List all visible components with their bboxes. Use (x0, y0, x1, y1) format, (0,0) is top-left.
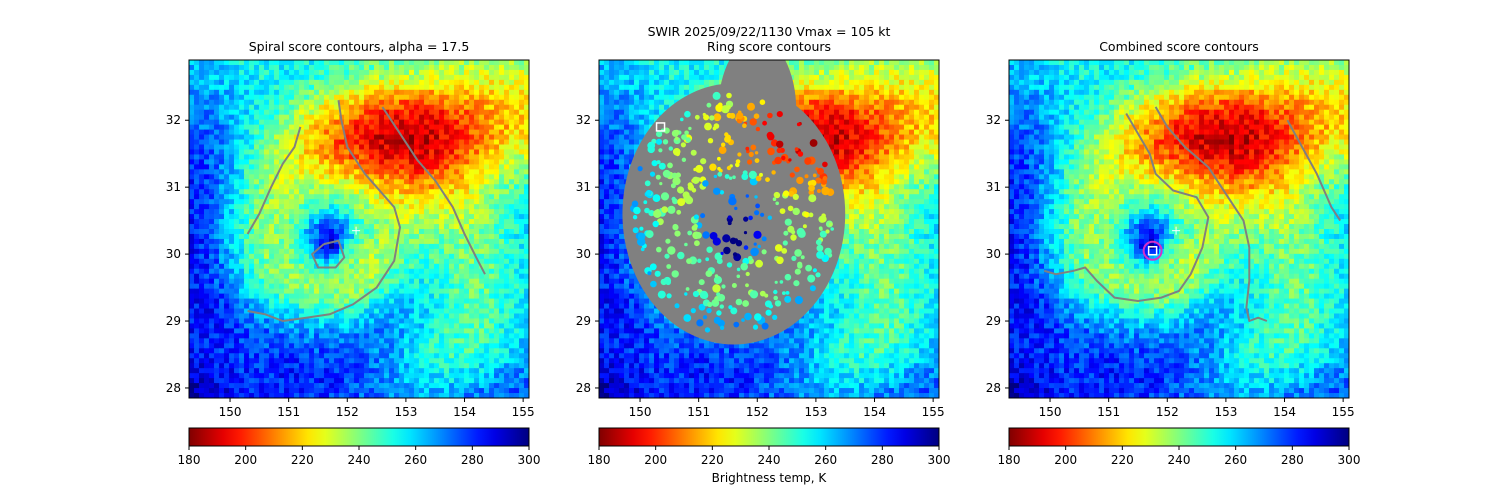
x-tick-label: 153 (804, 405, 827, 419)
x-tick-label: 152 (336, 405, 359, 419)
figure-suptitle: SWIR 2025/09/22/1130 Vmax = 105 kt (648, 24, 891, 39)
colorbar-tick-label: 220 (701, 453, 724, 467)
y-tick-label: 32 (986, 113, 1001, 127)
center-circle-marker (1142, 240, 1163, 261)
colorbar-tick-label: 200 (234, 453, 257, 467)
colorbar-tick-label: 180 (588, 453, 611, 467)
y-tick-label: 32 (166, 113, 181, 127)
y-tick-label: 29 (166, 314, 181, 328)
center-plus-marker (1172, 226, 1181, 235)
center-plus-marker (352, 226, 361, 235)
colorbar-tick-label: 240 (758, 453, 781, 467)
colorbar-tick-label: 300 (518, 453, 541, 467)
y-tick-label: 29 (986, 314, 1001, 328)
axes-title: Combined score contours (1099, 39, 1259, 54)
x-tick-label: 152 (746, 405, 769, 419)
score-contour (381, 106, 486, 275)
ring-score-region (622, 60, 846, 345)
y-tick-label: 31 (166, 180, 181, 194)
y-tick-label: 28 (166, 381, 181, 395)
x-tick-label: 151 (687, 405, 710, 419)
x-tick-label: 152 (1156, 405, 1179, 419)
panels: Spiral score contours, alpha = 17.5 150 15… (166, 39, 1361, 485)
colorbar-tick-label: 260 (814, 453, 837, 467)
score-contour (247, 100, 401, 322)
score-contour (1043, 112, 1210, 302)
colorbar-tick-label: 200 (1054, 453, 1077, 467)
colorbar-gradient (1008, 427, 1350, 447)
colorbar: 180 200 220 240 260 280 300 (178, 427, 541, 467)
x-tick-label: 150 (629, 405, 652, 419)
axes-title: Ring score contours (707, 39, 831, 54)
y-tick-label: 28 (986, 381, 1001, 395)
colorbar-tick-label: 240 (348, 453, 371, 467)
x-tick-label: 154 (453, 405, 476, 419)
x-tick-label: 155 (1332, 405, 1355, 419)
colorbar-tick-label: 260 (1224, 453, 1247, 467)
y-tick-label: 31 (986, 180, 1001, 194)
y-tick-label: 30 (576, 247, 591, 261)
colorbar-tick-label: 220 (1111, 453, 1134, 467)
y-tick-label: 30 (166, 247, 181, 261)
colorbar-tick-label: 280 (871, 453, 894, 467)
x-tick-label: 155 (922, 405, 945, 419)
x-tick-label: 154 (1273, 405, 1296, 419)
score-contour (1154, 106, 1268, 322)
score-contour (246, 126, 302, 235)
x-tick-label: 154 (863, 405, 886, 419)
x-tick-label: 151 (277, 405, 300, 419)
axes-title: Spiral score contours, alpha = 17.5 (249, 39, 470, 54)
colorbar-tick-label: 300 (928, 453, 951, 467)
score-contour (311, 239, 346, 269)
colorbar-tick-label: 280 (1281, 453, 1304, 467)
colorbar-tick-label: 180 (178, 453, 201, 467)
x-tick-label: 151 (1097, 405, 1120, 419)
colorbar-gradient (598, 427, 940, 447)
panel-3: Combined score contours 150 151 152 153 154 15… (986, 39, 1361, 467)
y-tick-label: 29 (576, 314, 591, 328)
brightness-heatmap (1009, 60, 1349, 398)
center-square-marker (1147, 246, 1158, 256)
colorbar-label: Brightness temp, K (712, 471, 828, 485)
brightness-heatmap (189, 60, 529, 398)
colorbar: 180 200 220 240 260 280 300 Brightness temp, K (588, 427, 951, 485)
axes-frame (598, 59, 940, 399)
colorbar-tick-label: 260 (404, 453, 427, 467)
y-tick-label: 28 (576, 381, 591, 395)
colorbar-tick-label: 300 (1338, 453, 1361, 467)
colorbar-tick-label: 280 (461, 453, 484, 467)
x-tick-label: 150 (219, 405, 242, 419)
axes-frame (1008, 59, 1350, 399)
panel-1: Spiral score contours, alpha = 17.5 150 15… (166, 39, 541, 467)
colorbar-tick-label: 220 (291, 453, 314, 467)
center-square-marker (655, 122, 666, 132)
colorbar-tick-label: 240 (1168, 453, 1191, 467)
x-tick-label: 150 (1039, 405, 1062, 419)
score-contour (1286, 119, 1342, 222)
y-tick-label: 31 (576, 180, 591, 194)
axes-frame (188, 59, 530, 399)
x-tick-label: 153 (1214, 405, 1237, 419)
colorbar-gradient (188, 427, 530, 447)
panel-2: Ring score contours 150 151 152 153 154 155 28 2… (576, 39, 951, 485)
x-tick-label: 153 (394, 405, 417, 419)
x-tick-label: 155 (512, 405, 535, 419)
y-tick-label: 32 (576, 113, 591, 127)
colorbar-tick-label: 200 (644, 453, 667, 467)
y-tick-label: 30 (986, 247, 1001, 261)
colorbar-tick-label: 180 (998, 453, 1021, 467)
colorbar: 180 200 220 240 260 280 300 (998, 427, 1361, 467)
